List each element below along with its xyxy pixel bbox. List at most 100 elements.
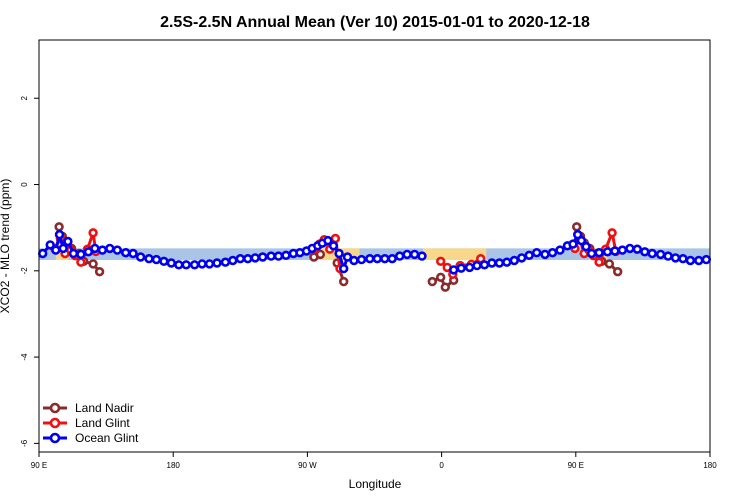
land-nadir-point-0-7 <box>94 267 105 277</box>
ocean-glint-point-0-0 <box>37 248 48 259</box>
ocean-glint-point-1-28 <box>647 248 657 259</box>
ocean-glint-point-0-26 <box>220 257 231 267</box>
ocean-glint-point-1-16 <box>568 239 578 249</box>
ocean-glint-point-1-10 <box>524 250 534 261</box>
ocean-glint-point-0-47 <box>356 254 367 265</box>
ocean-glint-point-0-14 <box>128 248 138 259</box>
ocean-glint-point-1-33 <box>685 255 696 266</box>
land-glint-point-3-7 <box>607 228 617 238</box>
ocean-glint-point-0-5 <box>63 236 73 247</box>
x-tick-label-2: 90 W <box>298 461 317 470</box>
legend-marker-land-nadir <box>49 402 61 414</box>
series-layer <box>37 222 711 292</box>
ocean-glint-point-0-11 <box>105 243 115 254</box>
ocean-glint-point-1-6 <box>494 258 505 268</box>
legend-label-land-glint: Land Glint <box>75 416 130 430</box>
land-nadir-point-3-2 <box>440 282 450 292</box>
ocean-glint-point-0-13 <box>120 248 131 258</box>
land-glint-point-0-5 <box>76 257 86 267</box>
ocean-glint-point-0-2 <box>51 245 61 255</box>
y-tick-label-0: 2 <box>20 95 29 100</box>
land-glint-point-1-4 <box>330 233 341 244</box>
legend-item-land-nadir: Land Nadir <box>43 401 134 415</box>
series-ocean-glint <box>37 229 711 275</box>
ocean-glint-point-1-22 <box>602 247 613 257</box>
land-nadir-point-1-1 <box>315 249 326 260</box>
ocean-glint-point-0-19 <box>166 258 177 268</box>
ocean-glint-point-0-46 <box>349 255 359 266</box>
ocean-glint-point-0-42 <box>328 241 339 251</box>
ocean-glint-point-0-4 <box>58 243 68 254</box>
x-tick-label-5: 180 <box>703 461 717 470</box>
ocean-glint-point-1-27 <box>640 247 650 257</box>
ocean-glint-point-1-5 <box>487 258 497 268</box>
legend-label-ocean-glint: Ocean Glint <box>75 431 139 445</box>
ocean-glint-point-1-34 <box>694 255 704 266</box>
ocean-glint-point-0-28 <box>235 254 246 264</box>
ocean-glint-point-1-1 <box>456 263 466 273</box>
x-tick-label-0: 90 E <box>31 461 47 470</box>
ocean-glint-point-0-6 <box>68 248 79 259</box>
ocean-glint-point-1-18 <box>576 235 587 246</box>
x-axis-label: Longitude <box>349 477 402 491</box>
legend-label-land-nadir: Land Nadir <box>75 401 134 415</box>
ocean-glint-point-0-7 <box>76 249 86 260</box>
plot-frame <box>38 39 711 453</box>
ocean-glint-point-1-0 <box>449 265 459 275</box>
legend-item-ocean-glint: Ocean Glint <box>43 431 139 445</box>
ocean-glint-point-1-7 <box>502 257 512 267</box>
legend-marker-land-glint <box>49 417 61 429</box>
land-glint-point-0-7 <box>88 228 98 238</box>
ocean-glint-point-0-48 <box>365 254 375 264</box>
ocean-glint-point-0-25 <box>212 258 222 268</box>
ocean-glint-point-0-20 <box>174 260 184 270</box>
ocean-glint-point-1-8 <box>509 255 519 266</box>
ocean-glint-point-1-35 <box>701 254 711 265</box>
ocean-glint-point-1-12 <box>540 249 550 260</box>
ocean-glint-point-1-2 <box>464 262 475 273</box>
ocean-glint-point-0-12 <box>112 245 123 255</box>
land-nadir-point-0-0 <box>54 222 64 232</box>
ocean-glint-point-1-11 <box>531 248 542 258</box>
land-nadir-point-3-0 <box>427 276 437 287</box>
land-nadir-point-4-6 <box>604 259 615 269</box>
land-nadir-point-4-7 <box>612 267 623 277</box>
ocean-glint-point-0-31 <box>258 252 268 262</box>
ocean-glint-point-0-30 <box>250 253 260 263</box>
ocean-glint-point-1-29 <box>655 249 666 260</box>
ocean-glint-point-0-16 <box>144 254 154 264</box>
chart-title: 2.5S-2.5N Annual Mean (Ver 10) 2015-01-0… <box>160 14 590 31</box>
ocean-glint-point-0-21 <box>181 260 191 270</box>
ocean-glint-point-0-3 <box>54 229 65 240</box>
band-3 <box>422 248 487 261</box>
band-0 <box>39 248 710 261</box>
x-tick-label-3: 0 <box>439 461 444 470</box>
ocean-glint-point-1-19 <box>581 241 591 252</box>
ocean-glint-point-1-26 <box>632 244 642 254</box>
ocean-glint-point-0-34 <box>281 250 291 261</box>
ocean-glint-point-1-31 <box>670 253 681 263</box>
legend-marker-ocean-glint <box>49 432 61 444</box>
ocean-glint-point-1-14 <box>555 245 565 255</box>
ocean-glint-point-0-50 <box>380 254 390 264</box>
ocean-glint-point-0-33 <box>273 251 284 261</box>
ocean-glint-point-1-20 <box>586 248 597 259</box>
ocean-glint-point-0-27 <box>228 255 238 266</box>
x-tick-label-1: 180 <box>167 461 181 470</box>
land-nadir-line-3 <box>431 275 455 289</box>
ocean-glint-point-1-23 <box>610 246 620 256</box>
ocean-glint-point-1-3 <box>472 260 482 271</box>
ocean-glint-point-0-17 <box>151 254 162 265</box>
ocean-glint-point-1-13 <box>547 248 558 258</box>
ocean-glint-point-0-29 <box>243 254 253 264</box>
ocean-glint-point-0-49 <box>372 254 382 264</box>
ocean-glint-point-0-51 <box>387 254 397 264</box>
ocean-glint-point-0-9 <box>90 243 100 254</box>
ocean-glint-point-0-1 <box>45 240 55 250</box>
x-tick-label-4: 90 E <box>568 461 584 470</box>
y-tick-label-2: -2 <box>20 267 29 275</box>
ocean-glint-point-0-22 <box>189 260 200 270</box>
y-axis-label: XCO2 - MLO trend (ppm) <box>0 179 12 314</box>
